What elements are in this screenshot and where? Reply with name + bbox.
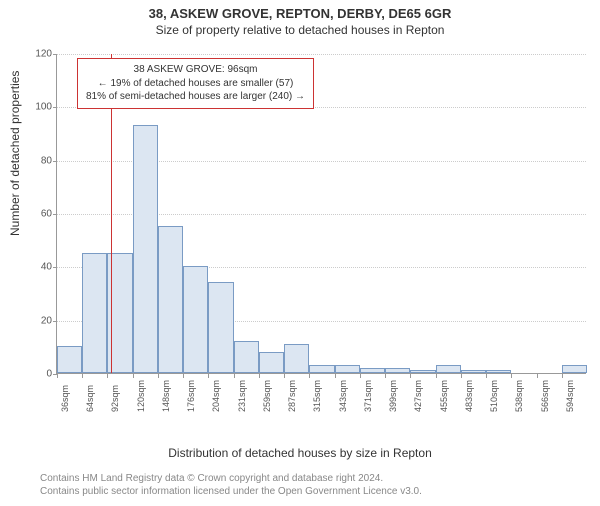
y-tick-mark: [53, 54, 57, 55]
x-tick-label: 594sqm: [565, 380, 575, 412]
chart-subtitle: Size of property relative to detached ho…: [0, 23, 600, 37]
histogram-bar: [133, 125, 158, 373]
x-tick-mark: [537, 374, 538, 378]
x-tick-mark: [360, 374, 361, 378]
x-tick-mark: [57, 374, 58, 378]
x-tick-mark: [436, 374, 437, 378]
info-box-line3: 81% of semi-detached houses are larger (…: [86, 90, 305, 104]
x-tick-label: 566sqm: [540, 380, 550, 412]
x-tick-label: 371sqm: [363, 380, 373, 412]
histogram-bar: [385, 368, 410, 373]
x-tick-mark: [410, 374, 411, 378]
histogram-bar: [436, 365, 461, 373]
histogram-bar: [461, 370, 486, 373]
histogram-bar: [234, 341, 259, 373]
y-tick-mark: [53, 214, 57, 215]
histogram-bar: [562, 365, 587, 373]
footnote: Contains HM Land Registry data © Crown c…: [40, 472, 422, 498]
x-tick-label: 120sqm: [136, 380, 146, 412]
x-tick-label: 259sqm: [262, 380, 272, 412]
x-tick-mark: [486, 374, 487, 378]
x-tick-label: 510sqm: [489, 380, 499, 412]
x-tick-mark: [133, 374, 134, 378]
y-tick-label: 60: [22, 209, 52, 220]
y-axis-label: Number of detached properties: [8, 71, 22, 236]
y-tick-label: 0: [22, 369, 52, 380]
y-tick-mark: [53, 321, 57, 322]
x-tick-label: 92sqm: [110, 385, 120, 412]
histogram-bar: [486, 370, 511, 373]
info-box: 38 ASKEW GROVE: 96sqm← 19% of detached h…: [77, 58, 314, 109]
y-tick-label: 80: [22, 155, 52, 166]
x-tick-mark: [183, 374, 184, 378]
x-tick-label: 455sqm: [439, 380, 449, 412]
y-tick-mark: [53, 161, 57, 162]
x-tick-label: 64sqm: [85, 385, 95, 412]
histogram-bar: [360, 368, 385, 373]
plot-region: 02040608010012036sqm64sqm92sqm120sqm148s…: [56, 54, 586, 374]
x-tick-label: 36sqm: [60, 385, 70, 412]
info-box-line2: ← 19% of detached houses are smaller (57…: [86, 77, 305, 91]
y-tick-label: 120: [22, 49, 52, 60]
x-tick-label: 427sqm: [413, 380, 423, 412]
x-axis-label: Distribution of detached houses by size …: [0, 446, 600, 460]
x-tick-mark: [82, 374, 83, 378]
x-tick-mark: [259, 374, 260, 378]
y-tick-label: 40: [22, 262, 52, 273]
x-tick-label: 483sqm: [464, 380, 474, 412]
histogram-bar: [284, 344, 309, 373]
x-tick-label: 176sqm: [186, 380, 196, 412]
y-tick-mark: [53, 107, 57, 108]
x-tick-label: 204sqm: [211, 380, 221, 412]
chart-area: 02040608010012036sqm64sqm92sqm120sqm148s…: [56, 54, 586, 424]
footnote-line1: Contains HM Land Registry data © Crown c…: [40, 472, 422, 485]
histogram-bar: [183, 266, 208, 373]
x-tick-label: 399sqm: [388, 380, 398, 412]
x-tick-label: 287sqm: [287, 380, 297, 412]
histogram-bar: [259, 352, 284, 373]
histogram-bar: [309, 365, 334, 373]
x-tick-mark: [385, 374, 386, 378]
grid-line: [57, 54, 586, 55]
x-tick-mark: [461, 374, 462, 378]
footnote-line2: Contains public sector information licen…: [40, 485, 422, 498]
y-tick-label: 20: [22, 315, 52, 326]
x-tick-mark: [335, 374, 336, 378]
histogram-bar: [335, 365, 360, 373]
x-tick-mark: [511, 374, 512, 378]
x-tick-mark: [158, 374, 159, 378]
x-tick-mark: [107, 374, 108, 378]
x-tick-label: 315sqm: [312, 380, 322, 412]
x-tick-mark: [208, 374, 209, 378]
histogram-bar: [158, 226, 183, 373]
histogram-bar: [208, 282, 233, 373]
x-tick-label: 231sqm: [237, 380, 247, 412]
x-tick-label: 148sqm: [161, 380, 171, 412]
histogram-bar: [82, 253, 107, 373]
x-tick-mark: [309, 374, 310, 378]
x-tick-label: 343sqm: [338, 380, 348, 412]
histogram-bar: [57, 346, 82, 373]
x-tick-mark: [234, 374, 235, 378]
chart-title: 38, ASKEW GROVE, REPTON, DERBY, DE65 6GR: [0, 6, 600, 21]
info-box-line1: 38 ASKEW GROVE: 96sqm: [86, 63, 305, 77]
y-tick-label: 100: [22, 102, 52, 113]
x-tick-mark: [284, 374, 285, 378]
y-tick-mark: [53, 267, 57, 268]
histogram-bar: [410, 370, 435, 373]
x-tick-mark: [562, 374, 563, 378]
x-tick-label: 538sqm: [514, 380, 524, 412]
